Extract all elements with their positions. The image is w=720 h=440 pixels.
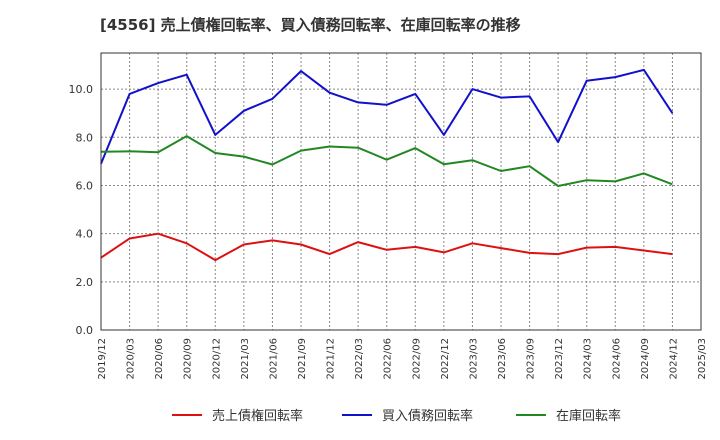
y-tick-label: 0.0	[76, 324, 94, 337]
legend: 売上債権回転率 買入債務回転率 在庫回転率	[172, 408, 621, 424]
x-tick-label: 2019/12	[97, 338, 108, 380]
chart-title: [4556] 売上債権回転率、買入債務回転率、在庫回転率の推移	[100, 16, 521, 34]
x-tick-label: 2023/09	[526, 338, 537, 380]
x-tick-label: 2025/03	[697, 338, 708, 380]
y-tick-label: 4.0	[76, 228, 94, 241]
legend-label-3: 在庫回転率	[556, 408, 621, 424]
y-tick-label: 2.0	[76, 276, 94, 289]
x-tick-label: 2020/03	[126, 338, 137, 380]
legend-label-2: 買入債務回転率	[382, 408, 473, 424]
x-tick-label: 2023/03	[468, 338, 479, 380]
x-tick-label: 2022/03	[354, 338, 365, 380]
series-line-3	[100, 135, 673, 187]
x-tick-label: 2023/06	[497, 338, 508, 380]
x-tick-label: 2020/09	[183, 338, 194, 380]
series-line-1	[100, 232, 673, 262]
x-axis: 2019/12 2020/03 2020/06 2020/09 2020/12 2021/…	[97, 338, 708, 380]
plot-area-border	[100, 52, 702, 331]
series-layer	[100, 68, 674, 262]
legend-label-1: 売上債権回転率	[212, 408, 303, 424]
y-tick-label: 8.0	[76, 131, 94, 144]
x-tick-label: 2021/12	[326, 338, 337, 380]
x-tick-label: 2024/12	[668, 338, 679, 380]
x-tick-label: 2021/03	[240, 338, 251, 380]
x-tick-label: 2024/03	[583, 338, 594, 380]
x-tick-label: 2021/09	[297, 338, 308, 380]
x-tick-label: 2020/06	[154, 338, 165, 380]
x-tick-label: 2021/06	[268, 338, 279, 380]
x-tick-label: 2023/12	[554, 338, 565, 380]
x-tick-label: 2022/12	[440, 338, 451, 380]
x-tick-label: 2020/12	[211, 338, 222, 380]
x-tick-label: 2024/06	[611, 338, 622, 380]
series-line-2	[100, 68, 674, 165]
y-axis: 0.0 2.0 4.0 6.0 8.0 10.0	[69, 83, 94, 337]
x-tick-label: 2022/09	[411, 338, 422, 380]
x-tick-label: 2022/06	[383, 338, 394, 380]
x-tick-label: 2024/09	[640, 338, 651, 380]
grid	[101, 53, 701, 330]
y-tick-label: 10.0	[69, 83, 94, 96]
y-tick-label: 6.0	[76, 179, 94, 192]
